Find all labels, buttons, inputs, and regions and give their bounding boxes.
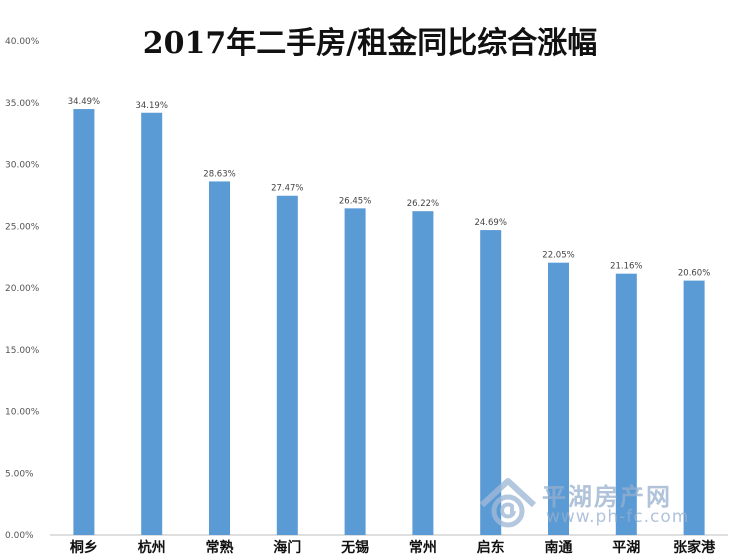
x-tick-label: 常州 (409, 539, 437, 556)
data-label: 27.47% (271, 184, 303, 194)
bar (548, 262, 569, 535)
y-tick-label: 20.00% (5, 284, 40, 294)
y-tick-label: 35.00% (5, 99, 40, 109)
x-tick-label: 常熟 (206, 539, 234, 556)
bar (615, 273, 637, 535)
bar (141, 112, 163, 535)
watermark-house-logo-icon (479, 478, 537, 528)
data-label: 26.22% (407, 199, 439, 209)
data-label: 22.05% (542, 251, 574, 261)
watermark-url: www.ph-fc.com (546, 507, 690, 527)
data-label: 20.60% (678, 269, 710, 279)
y-tick-label: 30.00% (5, 161, 40, 171)
y-tick-label: 15.00% (5, 346, 40, 356)
x-tick-label: 南通 (545, 539, 573, 556)
bar (412, 211, 434, 536)
bar (344, 208, 366, 535)
watermark-site-name: 平湖房产网 (542, 483, 672, 511)
bar (209, 181, 230, 535)
data-label: 21.16% (610, 262, 642, 272)
y-tick-label: 25.00% (5, 222, 40, 232)
bar (683, 280, 705, 535)
bar (480, 230, 502, 536)
x-tick-label: 张家港 (673, 539, 716, 556)
x-tick-label: 平湖 (612, 540, 640, 556)
bar (276, 195, 298, 536)
y-tick-label: 0.00% (5, 531, 34, 541)
data-label: 28.63% (203, 169, 235, 179)
bar (73, 109, 95, 536)
x-tick-label: 海门 (273, 539, 301, 556)
x-tick-label: 桐乡 (70, 539, 98, 556)
chart-title: 2017年二手房/租金同比综合涨幅 (142, 26, 598, 61)
data-label: 26.45% (339, 196, 371, 206)
y-tick-label: 40.00% (5, 37, 40, 47)
data-label: 34.49% (68, 97, 100, 107)
x-tick-label: 杭州 (138, 539, 166, 556)
y-tick-label: 5.00% (5, 469, 34, 479)
y-tick-label: 10.00% (5, 408, 40, 418)
watermark: 平湖房产网 www.ph-fc.com (476, 475, 726, 533)
data-label: 34.19% (135, 101, 167, 111)
data-label: 24.69% (474, 218, 506, 228)
x-tick-label: 启东 (477, 539, 505, 556)
x-tick-label: 无锡 (340, 539, 369, 556)
